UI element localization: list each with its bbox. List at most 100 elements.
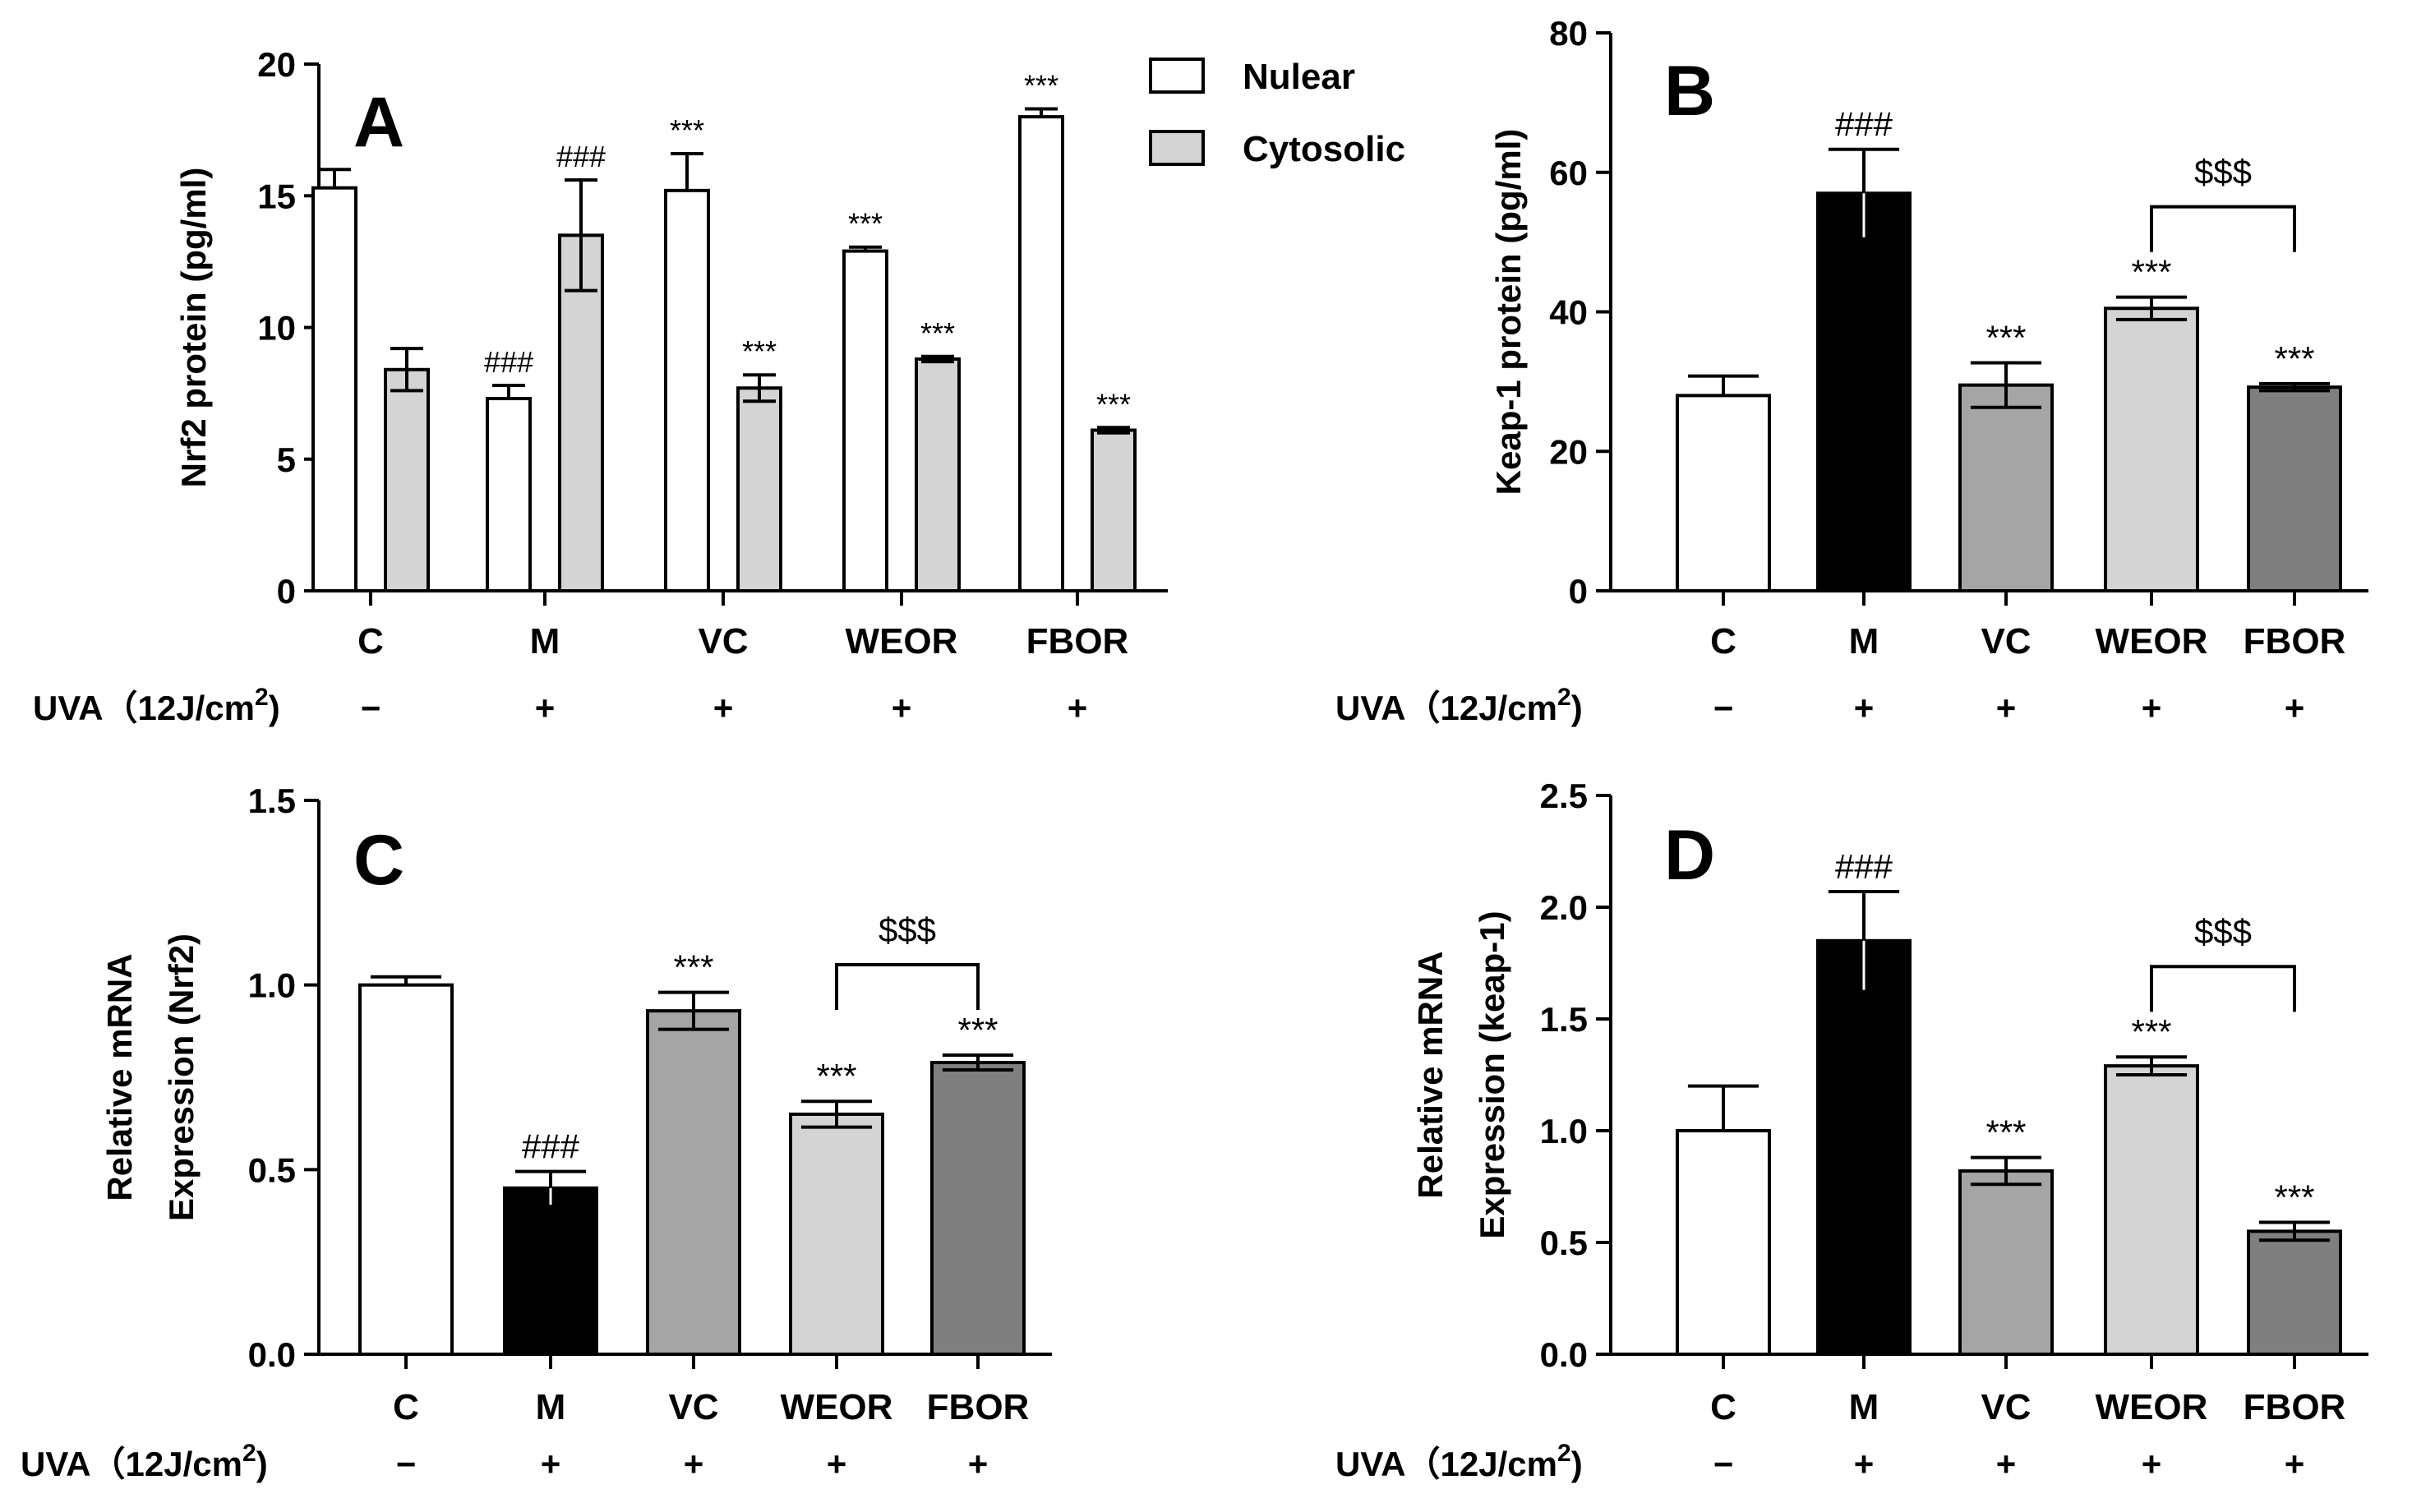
y-tick-label: 1.5: [1540, 1000, 1588, 1039]
panel-letter: A: [353, 83, 404, 162]
panel-a: 0 5 10 15 20 C − M + VC + WEOR + FBOR + UVA（12J/cm2) A Nr…: [33, 45, 1405, 727]
uva-sign: +: [892, 689, 912, 727]
uva-label: UVA（12J/cm2): [1335, 684, 1583, 727]
bar: [842, 249, 888, 592]
x-tick-label: C: [1710, 1387, 1736, 1427]
x-tick-label: M: [1849, 621, 1879, 662]
bar: [1958, 383, 2054, 592]
bar: [1958, 1169, 2054, 1356]
bracket-label: $$$: [879, 910, 936, 949]
x-tick-label: C: [357, 621, 384, 662]
uva-sign: −: [361, 689, 381, 727]
bracket-label: $$$: [2194, 153, 2252, 191]
y-tick-label: 1.0: [248, 966, 296, 1005]
bar: [1816, 938, 1912, 1357]
significance-label: ***: [920, 316, 955, 350]
y-tick-label: 0.0: [1540, 1335, 1588, 1374]
bar: [2247, 1229, 2342, 1357]
y-tick-label: 2.5: [1540, 777, 1588, 815]
legend-label: Nulear: [1243, 57, 1355, 97]
significance-label: ###: [556, 140, 606, 173]
panel-letter: C: [353, 821, 404, 900]
uva-label: UVA（12J/cm2): [1335, 1440, 1583, 1483]
uva-sign: −: [1713, 1445, 1734, 1483]
uva-sign: +: [968, 1445, 989, 1483]
x-tick-label: FBOR: [927, 1387, 1030, 1427]
legend-swatch: [1149, 58, 1205, 94]
significance-label: ***: [957, 1011, 998, 1049]
panel-b: 0 20 40 60 80 C − M + VC + WEOR + FBOR + UVA（12J/cm2) B K…: [1335, 14, 2368, 727]
uva-label: UVA（12J/cm2): [33, 684, 280, 727]
bar: [311, 186, 357, 592]
y-tick-label: 40: [1549, 293, 1588, 332]
x-tick-label: FBOR: [2244, 1387, 2346, 1427]
bar: [1676, 1129, 1771, 1356]
uva-sign: +: [2142, 1445, 2162, 1483]
x-tick-label: WEOR: [2096, 621, 2208, 662]
y-tick-label: 2.0: [1540, 888, 1588, 927]
y-tick-label: 0.5: [248, 1150, 296, 1189]
panel-letter: D: [1664, 816, 1715, 895]
uva-sign: +: [684, 1445, 704, 1483]
uva-sign: −: [1713, 689, 1734, 727]
y-tick-label: 80: [1549, 14, 1588, 53]
y-tick-label: 20: [257, 45, 296, 84]
x-tick-label: FBOR: [2244, 621, 2346, 662]
bar: [930, 1061, 1026, 1356]
bar: [736, 386, 782, 592]
y-tick-label: 5: [277, 440, 296, 479]
uva-sign: +: [1854, 689, 1875, 727]
bar: [915, 357, 961, 592]
y-axis-label: Nrf2 protein (pg/ml): [174, 168, 213, 488]
significance-label: ***: [1985, 318, 2026, 357]
y-tick-label: 0: [277, 572, 296, 611]
uva-sign: +: [1854, 1445, 1875, 1483]
x-tick-label: WEOR: [781, 1387, 893, 1427]
significance-label: ###: [1835, 847, 1893, 886]
uva-sign: +: [2142, 689, 2162, 727]
significance-label: ***: [1024, 68, 1058, 102]
bar: [789, 1112, 884, 1357]
comparison-bracket: [2150, 205, 2296, 252]
bar: [646, 1009, 741, 1356]
bar: [2104, 1064, 2199, 1356]
significance-label: ***: [2131, 1012, 2171, 1051]
x-tick-label: M: [530, 621, 560, 662]
bar: [503, 1186, 598, 1357]
legend-swatch: [1149, 130, 1205, 166]
significance-label: ***: [1985, 1113, 2026, 1152]
bar: [1018, 115, 1064, 593]
y-tick-label: 1.0: [1540, 1112, 1588, 1150]
y-tick-label: 10: [257, 309, 296, 348]
panel-c: 0.0 0.5 1.0 1.5 C − M + VC + WEOR + FBOR + UVA（12J/cm2…: [21, 781, 1052, 1483]
x-tick-label: FBOR: [1026, 621, 1129, 662]
significance-label: ###: [522, 1127, 580, 1166]
y-axis-label: Relative mRNA: [100, 953, 139, 1201]
x-tick-label: VC: [668, 1387, 718, 1427]
bar: [384, 367, 430, 592]
uva-sign: +: [541, 1445, 561, 1483]
significance-label: ***: [816, 1057, 856, 1095]
bar: [1816, 191, 1912, 592]
uva-label: UVA（12J/cm2): [21, 1440, 268, 1483]
x-tick-label: C: [1710, 621, 1736, 662]
x-tick-label: WEOR: [2096, 1387, 2208, 1427]
bracket-label: $$$: [2194, 912, 2252, 951]
y-tick-label: 0: [1569, 572, 1588, 611]
y-axis-label: Relative mRNA: [1411, 951, 1450, 1198]
bar: [2247, 385, 2342, 593]
bar: [1676, 394, 1771, 592]
uva-sign: +: [2285, 689, 2305, 727]
comparison-bracket: [835, 963, 980, 1011]
y-axis-label: Expression (keap-1): [1473, 910, 1511, 1238]
y-tick-label: 1.5: [248, 781, 296, 820]
y-tick-label: 20: [1549, 432, 1588, 471]
y-axis-label: Expression (Nrf2): [162, 933, 201, 1221]
legend-label: Cytosolic: [1243, 129, 1405, 169]
uva-sign: +: [1996, 689, 2017, 727]
x-tick-label: M: [536, 1387, 566, 1427]
y-tick-label: 0.5: [1540, 1224, 1588, 1262]
uva-sign: +: [1068, 689, 1088, 727]
significance-label: ***: [2131, 253, 2171, 292]
